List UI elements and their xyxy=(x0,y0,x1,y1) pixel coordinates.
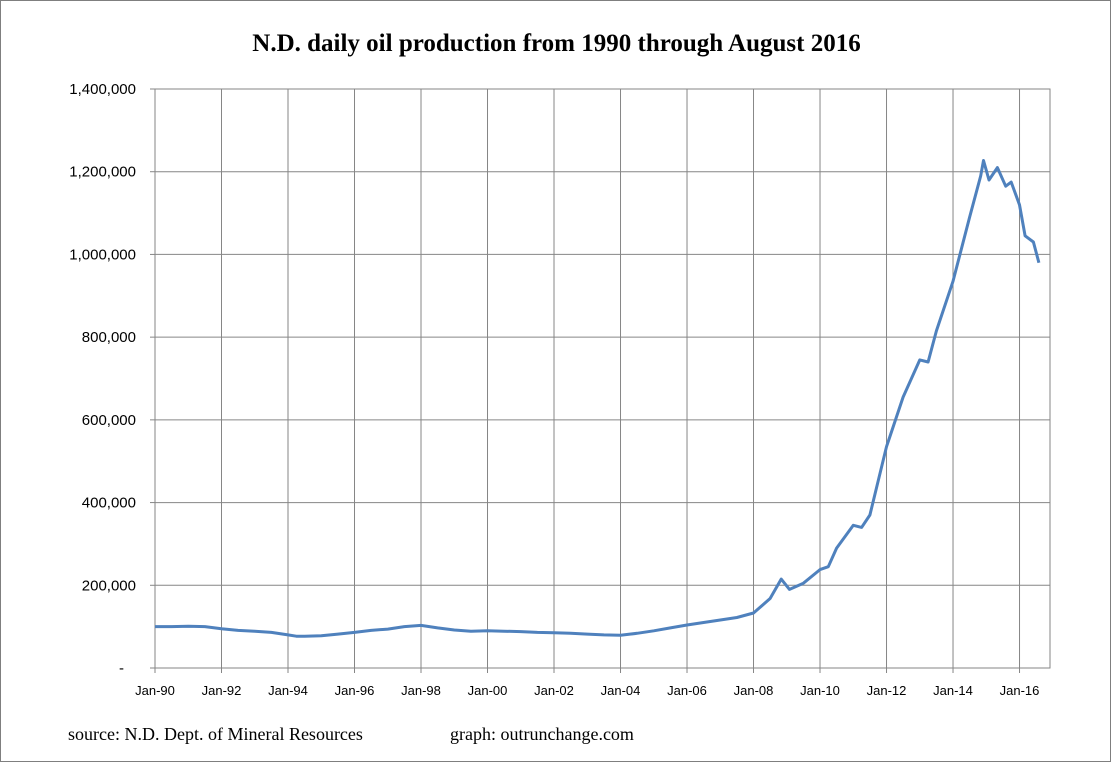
x-tick-label: Jan-16 xyxy=(1000,683,1040,698)
x-axis-ticks: Jan-90 Jan-92 Jan-94 Jan-96 Jan-98 Jan-00 Jan-… xyxy=(135,683,1039,698)
y-tick-label: 200,000 xyxy=(82,577,136,594)
x-tick-label: Jan-00 xyxy=(468,683,508,698)
chart-title: N.D. daily oil production from 1990 thro… xyxy=(252,30,861,57)
x-tick-label: Jan-94 xyxy=(268,683,308,698)
x-tick-label: Jan-10 xyxy=(800,683,840,698)
x-tick-label: Jan-14 xyxy=(933,683,973,698)
x-tick-label: Jan-92 xyxy=(202,683,242,698)
y-tick-label: 1,000,000 xyxy=(69,246,136,263)
x-tick-label: Jan-96 xyxy=(335,683,375,698)
y-tick-label: - xyxy=(119,660,124,677)
y-tick-label: 1,400,000 xyxy=(69,81,136,98)
x-tick-label: Jan-02 xyxy=(534,683,574,698)
x-tick-label: Jan-98 xyxy=(401,683,441,698)
x-tick-label: Jan-08 xyxy=(734,683,774,698)
y-tick-label: 800,000 xyxy=(82,329,136,346)
x-tick-label: Jan-12 xyxy=(867,683,907,698)
y-tick-label: 600,000 xyxy=(82,412,136,429)
series-lines xyxy=(155,159,1041,638)
gridlines xyxy=(150,88,1051,673)
graph-credit: graph: outrunchange.com xyxy=(450,724,634,744)
x-tick-label: Jan-04 xyxy=(601,683,641,698)
y-tick-label: 1,200,000 xyxy=(69,164,136,181)
x-tick-label: Jan-06 xyxy=(667,683,707,698)
y-axis-ticks: - 200,000 400,000 600,000 800,000 1,000,000 1,… xyxy=(69,81,136,677)
y-tick-label: 400,000 xyxy=(82,495,136,512)
x-tick-label: Jan-90 xyxy=(135,683,175,698)
series-line xyxy=(155,159,1041,638)
source-note: source: N.D. Dept. of Mineral Resources xyxy=(68,724,363,744)
plot-area-border xyxy=(154,88,1051,669)
